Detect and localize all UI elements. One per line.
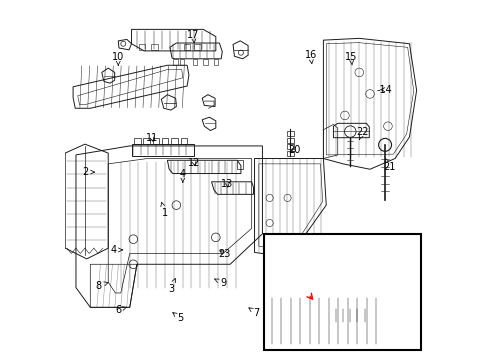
- Text: 4: 4: [180, 169, 185, 182]
- Text: 2: 2: [81, 167, 94, 177]
- Text: 1: 1: [161, 202, 167, 218]
- Text: 9: 9: [214, 278, 225, 288]
- Text: 6: 6: [115, 305, 126, 315]
- Bar: [286, 131, 293, 136]
- Text: -14: -14: [376, 85, 392, 95]
- Bar: [264, 234, 421, 350]
- Text: 7: 7: [248, 308, 259, 318]
- Text: 13: 13: [221, 179, 233, 189]
- Text: 23: 23: [218, 248, 230, 258]
- Text: 20: 20: [287, 144, 300, 154]
- Bar: [286, 150, 293, 156]
- Text: 18: 18: [266, 254, 278, 269]
- Text: 8: 8: [95, 281, 108, 291]
- Text: 3: 3: [167, 278, 175, 294]
- Text: 21: 21: [383, 159, 395, 172]
- Text: 5: 5: [172, 312, 183, 323]
- Text: 17: 17: [187, 30, 200, 43]
- Text: 22: 22: [356, 127, 368, 139]
- Text: 10: 10: [112, 52, 124, 65]
- Text: 12: 12: [188, 158, 200, 168]
- Text: 19: 19: [358, 310, 370, 325]
- Text: 16: 16: [304, 50, 316, 64]
- Bar: [286, 138, 293, 143]
- Text: 11: 11: [145, 133, 158, 143]
- Bar: [286, 144, 293, 149]
- Text: 4: 4: [110, 245, 122, 255]
- Text: 15: 15: [345, 52, 357, 65]
